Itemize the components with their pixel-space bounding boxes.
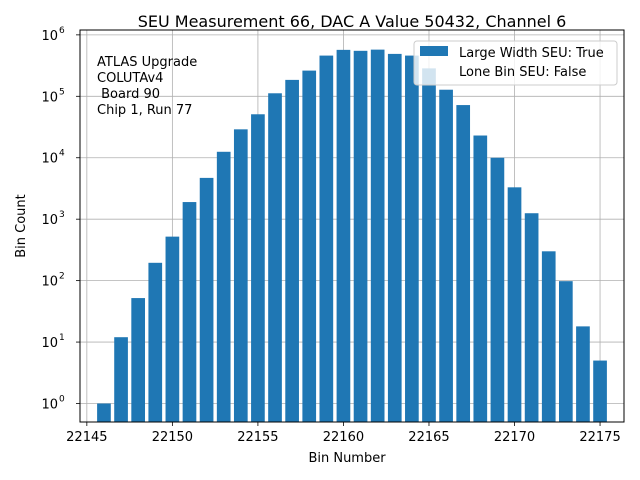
- histogram-bar: [114, 337, 128, 422]
- histogram-bar: [353, 50, 368, 422]
- y-tick-label: 10: [41, 29, 58, 44]
- run-annotation: ATLAS Upgrade COLUTAv4 Board 90 Chip 1, …: [97, 55, 197, 118]
- y-tick-exponent: 3: [59, 210, 65, 220]
- histogram-bar: [490, 157, 505, 422]
- y-tick-exponent: 1: [59, 333, 65, 343]
- plot-frame: [79, 29, 625, 423]
- histogram-bar: [233, 129, 248, 422]
- y-tick-label: 10: [41, 213, 58, 228]
- y-tick-label: 10: [41, 275, 58, 290]
- x-tick-label: 22170: [494, 430, 535, 445]
- histogram-bar: [302, 70, 317, 423]
- histogram-bar: [165, 236, 180, 422]
- histogram-bar: [593, 360, 607, 422]
- histogram-bar: [439, 89, 453, 422]
- chart-title: SEU Measurement 66, DAC A Value 50432, C…: [138, 12, 567, 31]
- y-tick-label: 10: [41, 336, 58, 351]
- histogram-bar: [336, 49, 351, 422]
- histogram-bar: [199, 177, 214, 422]
- histogram-bar: [182, 202, 197, 422]
- legend: Large Width SEU: True Lone Bin SEU: Fals…: [413, 40, 618, 86]
- histogram-bar: [251, 114, 265, 423]
- legend-entry: Large Width SEU: True: [459, 46, 604, 61]
- y-tick-label: 10: [41, 90, 58, 105]
- legend-box: [413, 40, 618, 86]
- histogram-bar: [97, 403, 111, 422]
- histogram-bar: [268, 93, 282, 422]
- histogram-bar: [370, 49, 385, 423]
- histogram-bar: [576, 326, 590, 422]
- histogram-bar: [422, 68, 436, 423]
- x-tick-label: 22155: [237, 430, 278, 445]
- histogram-bar: [319, 55, 334, 422]
- y-tick-exponent: 2: [59, 272, 65, 282]
- x-tick-label: 22165: [408, 430, 449, 445]
- histogram-bar: [387, 53, 402, 423]
- bars: [97, 49, 607, 423]
- histogram-bar: [507, 187, 522, 422]
- histogram-bar: [456, 105, 471, 423]
- histogram-bar: [131, 298, 146, 422]
- histogram-bar: [285, 79, 299, 423]
- histogram-bar: [524, 213, 539, 422]
- x-tick-label: 22150: [152, 430, 193, 445]
- y-tick-exponent: 0: [59, 395, 65, 405]
- y-axis-label: Bin Count: [14, 194, 29, 258]
- legend-swatch: [420, 46, 448, 56]
- y-tick-exponent: 5: [59, 87, 65, 97]
- annotation-line: COLUTAv4: [97, 71, 163, 86]
- histogram-bar: [558, 281, 573, 422]
- annotation-line: Chip 1, Run 77: [97, 103, 192, 118]
- x-axis-label: Bin Number: [308, 451, 386, 466]
- annotation-line: Board 90: [97, 87, 160, 102]
- histogram-bar: [405, 55, 419, 422]
- histogram-bar: [216, 151, 231, 422]
- x-tick-label: 22145: [66, 430, 107, 445]
- legend-entry: Lone Bin SEU: False: [459, 65, 586, 80]
- histogram-bar: [148, 262, 163, 422]
- y-tick-exponent: 6: [59, 26, 65, 36]
- x-tick-label: 22175: [579, 430, 620, 445]
- annotation-line: ATLAS Upgrade: [97, 55, 197, 70]
- y-tick-label: 10: [41, 398, 58, 413]
- y-tick-exponent: 4: [59, 149, 65, 159]
- histogram-bar: [541, 251, 556, 422]
- y-tick-label: 10: [41, 152, 58, 167]
- histogram-bar: [473, 135, 488, 422]
- x-tick-label: 22160: [323, 430, 364, 445]
